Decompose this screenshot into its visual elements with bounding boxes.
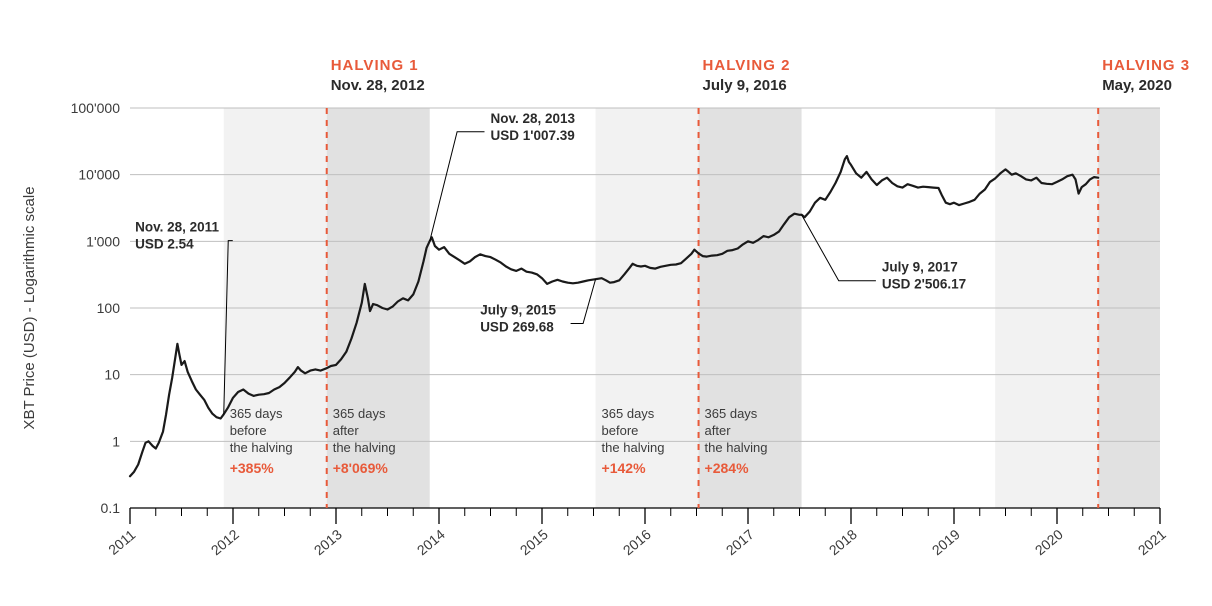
band-label-3-1: after xyxy=(705,423,732,438)
band-label-1-1: after xyxy=(333,423,360,438)
annotation-0-line-1: USD 2.54 xyxy=(135,237,194,252)
x-tick-2014: 2014 xyxy=(414,526,448,558)
halving-title-3: HALVING 3 xyxy=(1102,57,1190,74)
band-label-0-0: 365 days xyxy=(230,406,283,421)
xbt-halving-chart: HALVING 1 Nov. 28, 2012 HALVING 2 July 9, 2… xyxy=(0,0,1212,606)
halving-date-3: May, 2020 xyxy=(1102,77,1172,94)
band-label-2-2: the halving xyxy=(602,440,665,455)
band-label-3-2: the halving xyxy=(705,440,768,455)
y-tick-6: 100'000 xyxy=(71,100,121,116)
annotation-0-line-0: Nov. 28, 2011 xyxy=(135,220,219,235)
x-tick-2018: 2018 xyxy=(826,526,860,558)
x-tick-2017: 2017 xyxy=(723,526,757,558)
band-pct-3: +284% xyxy=(705,460,750,476)
band-label-1-2: the halving xyxy=(333,440,396,455)
y-tick-1: 1 xyxy=(112,433,120,449)
y-tick-4: 1'000 xyxy=(86,233,120,249)
annotation-leader-1 xyxy=(430,132,485,241)
y-axis: 0.1 1 10 100 1'000 10'000 100'000 xyxy=(71,100,121,516)
x-tick-2019: 2019 xyxy=(929,526,963,558)
halving-date-2: July 9, 2016 xyxy=(703,77,787,94)
band-pct-2: +142% xyxy=(602,460,647,476)
band-label-2-0: 365 days xyxy=(602,406,655,421)
band-label-0-1: before xyxy=(230,423,267,438)
y-axis-title: XBT Price (USD) - Logarithmic scale xyxy=(21,186,38,429)
band-pct-1: +8'069% xyxy=(333,460,389,476)
annotation-3-line-1: USD 2'506.17 xyxy=(882,277,966,292)
halving-title-1: HALVING 1 xyxy=(331,57,419,74)
halving-title-2: HALVING 2 xyxy=(703,57,791,74)
x-axis: 2011 2012 2013 2014 2015 2016 2017 2018 2019 2020… xyxy=(105,508,1169,558)
y-tick-5: 10'000 xyxy=(78,167,120,183)
annotation-1-line-0: Nov. 28, 2013 xyxy=(491,111,576,126)
annotation-leader-2 xyxy=(571,279,596,323)
halving-date-1: Nov. 28, 2012 xyxy=(331,77,425,94)
x-tick-2013: 2013 xyxy=(311,526,345,558)
x-tick-2012: 2012 xyxy=(208,526,242,558)
y-tick-0: 0.1 xyxy=(101,500,121,516)
band-label-1-0: 365 days xyxy=(333,406,386,421)
band-pct-0: +385% xyxy=(230,460,275,476)
band-label-2-1: before xyxy=(602,423,639,438)
x-tick-2021: 2021 xyxy=(1135,526,1169,558)
band-label-3-0: 365 days xyxy=(705,406,758,421)
x-tick-2016: 2016 xyxy=(620,526,654,558)
annotation-leader-3 xyxy=(802,215,876,281)
annotation-2-line-0: July 9, 2015 xyxy=(480,302,556,317)
annotation-1-line-1: USD 1'007.39 xyxy=(491,128,575,143)
x-tick-2015: 2015 xyxy=(517,526,551,558)
x-tick-2011: 2011 xyxy=(105,526,139,558)
annotation-2-line-1: USD 269.68 xyxy=(480,319,554,334)
band-label-0-2: the halving xyxy=(230,440,293,455)
y-tick-2: 10 xyxy=(104,367,120,383)
annotation-3-line-0: July 9, 2017 xyxy=(882,260,958,275)
x-tick-2020: 2020 xyxy=(1032,526,1066,558)
y-tick-3: 100 xyxy=(97,300,121,316)
